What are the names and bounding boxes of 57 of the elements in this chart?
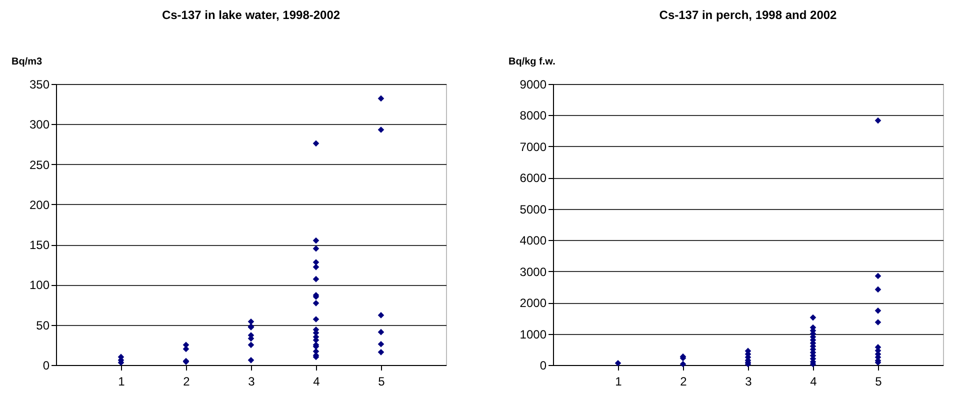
- y-tick-label: 150: [29, 238, 50, 252]
- point: [680, 360, 686, 368]
- y-tick-label: 9000: [520, 78, 547, 92]
- x-tick-label: 2: [183, 374, 190, 388]
- x-tick-label: 3: [745, 374, 752, 388]
- point: [182, 346, 190, 352]
- chart-title: Cs-137 in lake water, 1998-2002: [162, 8, 340, 22]
- point: [614, 360, 622, 366]
- y-tick-label: 0: [42, 358, 50, 372]
- point: [312, 264, 320, 270]
- x-tick-label: 5: [378, 374, 386, 388]
- y-tick-label: 2000: [520, 296, 547, 310]
- point: [874, 319, 882, 326]
- y-tick-label: 0: [540, 358, 547, 372]
- y-tick-label: 350: [29, 78, 50, 92]
- point: [874, 286, 882, 293]
- point: [312, 300, 320, 306]
- y-tick-label: 250: [29, 158, 50, 172]
- point: [874, 272, 882, 280]
- x-tick-label: 2: [680, 374, 688, 388]
- chart-title: Cs-137 in perch, 1998 and 2002: [659, 8, 838, 22]
- y-tick-label: 1000: [520, 327, 547, 342]
- y-tick-label: 200: [29, 198, 50, 212]
- point: [874, 308, 882, 314]
- y-tick-label: 4000: [520, 234, 547, 248]
- point: [378, 95, 384, 102]
- point: [312, 237, 320, 244]
- point: [248, 342, 254, 348]
- x-tick-label: 4: [810, 374, 818, 388]
- x-tick-label: 1: [118, 374, 126, 388]
- y-tick-label: 3000: [520, 264, 547, 279]
- point: [312, 276, 320, 282]
- y-tick-label: 6000: [520, 171, 547, 186]
- y-axis-title: Bq/kg f.w.: [508, 56, 556, 68]
- x-tick-label: 1: [615, 374, 622, 388]
- y-tick-label: 300: [29, 118, 50, 132]
- y-tick-label: 7000: [520, 140, 547, 154]
- point: [378, 126, 384, 133]
- point: [378, 340, 384, 348]
- point: [248, 318, 254, 325]
- y-tick-label: 5000: [520, 202, 547, 216]
- point: [378, 348, 384, 356]
- x-tick-label: 5: [875, 374, 882, 388]
- x-tick-label: 4: [313, 374, 320, 388]
- point: [874, 117, 882, 124]
- x-tick-label: 3: [248, 374, 256, 388]
- point: [312, 140, 320, 147]
- point: [378, 312, 384, 318]
- point: [312, 245, 320, 252]
- y-axis-title: Bq/m3: [12, 56, 42, 68]
- point: [248, 357, 254, 364]
- point: [378, 328, 384, 336]
- y-tick-label: 100: [29, 278, 50, 292]
- y-tick-label: 50: [36, 318, 50, 332]
- point: [810, 314, 816, 321]
- point: [312, 316, 320, 322]
- y-tick-label: 8000: [520, 108, 547, 123]
